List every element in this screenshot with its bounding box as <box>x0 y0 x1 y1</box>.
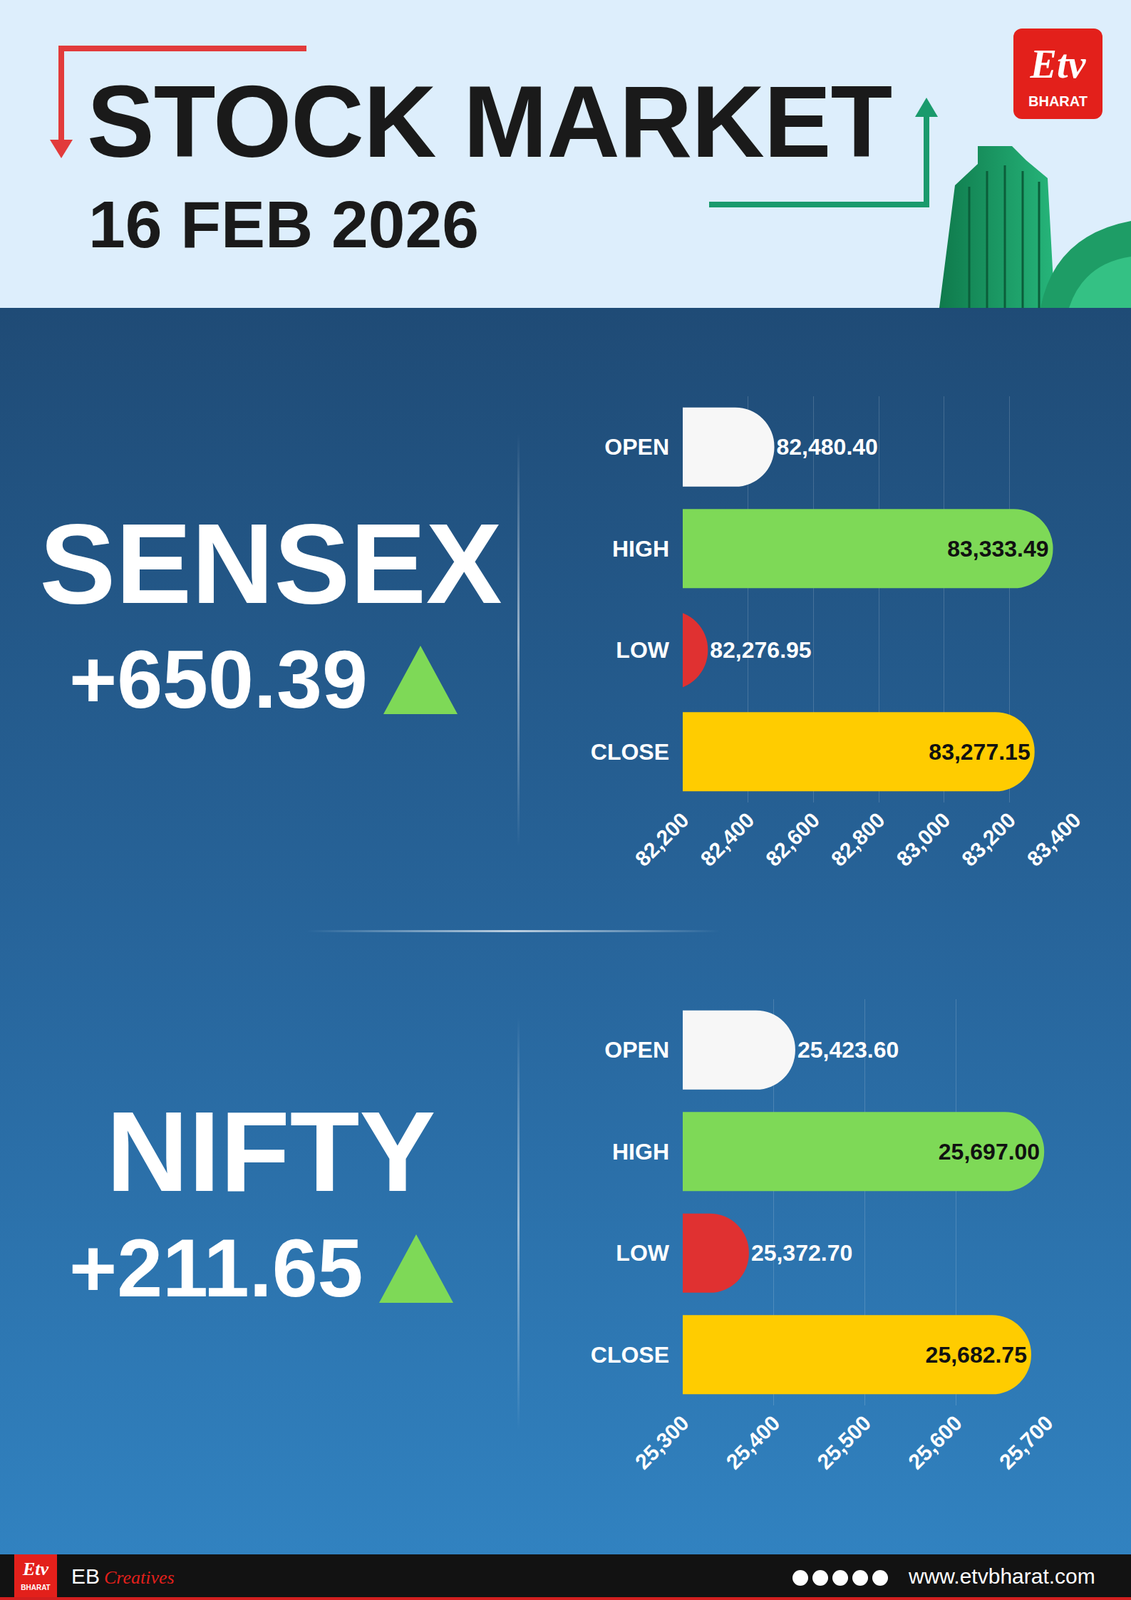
html-text:STOCK MARKET: STOCK MARKET <box>86 64 892 179</box>
svg-text:25,500: 25,500 <box>812 1411 876 1474</box>
svg-text:25,372.70: 25,372.70 <box>751 1240 853 1266</box>
svg-text:82,276.95: 82,276.95 <box>709 637 812 663</box>
svg-text:83,333.49: 83,333.49 <box>947 535 1049 562</box>
svg-text:25,600: 25,600 <box>903 1411 967 1474</box>
svg-text:OPEN: OPEN <box>604 1036 670 1063</box>
svg-text:OPEN: OPEN <box>604 434 670 460</box>
svg-text:HIGH: HIGH <box>612 1138 670 1165</box>
svg-text:HIGH: HIGH <box>612 535 670 562</box>
html-text:Etv: Etv <box>1030 42 1086 87</box>
svg-text:82,480.40: 82,480.40 <box>776 434 879 460</box>
svg-text:83,200: 83,200 <box>957 808 1020 871</box>
svg-text:LOW: LOW <box>615 1240 670 1266</box>
html-text:NIFTY: NIFTY <box>106 1087 436 1216</box>
svg-text:82,800: 82,800 <box>826 808 890 871</box>
svg-text:82,400: 82,400 <box>695 808 759 871</box>
svg-text:25,423.60: 25,423.60 <box>797 1036 899 1063</box>
html-text:+211.65: +211.65 <box>69 1222 364 1314</box>
svg-text:25,400: 25,400 <box>721 1411 784 1474</box>
html-text:+650.39: +650.39 <box>69 633 368 725</box>
svg-text:25,682.75: 25,682.75 <box>925 1341 1027 1368</box>
html-text:Etv: Etv <box>22 1558 49 1580</box>
svg-text:83,000: 83,000 <box>891 808 955 871</box>
html-text:BHARAT: BHARAT <box>20 1583 51 1592</box>
svg-text:CLOSE: CLOSE <box>590 1341 670 1368</box>
svg-text:82,200: 82,200 <box>630 808 694 871</box>
html-text:BHARAT: BHARAT <box>1028 93 1088 110</box>
svg-text:25,697.00: 25,697.00 <box>938 1138 1040 1165</box>
html-text:SENSEX: SENSEX <box>39 499 503 628</box>
html-text:EB Creatives: EB Creatives <box>71 1564 175 1588</box>
svg-text:CLOSE: CLOSE <box>590 739 670 765</box>
html-text:www.etvbharat.com: www.etvbharat.com <box>908 1564 1096 1588</box>
svg-text:83,277.15: 83,277.15 <box>928 739 1030 765</box>
svg-text:83,400: 83,400 <box>1022 808 1086 871</box>
svg-text:25,700: 25,700 <box>994 1411 1058 1474</box>
html-text:16 FEB 2026: 16 FEB 2026 <box>88 187 479 262</box>
svg-text:25,300: 25,300 <box>630 1411 694 1474</box>
svg-text:82,600: 82,600 <box>761 808 824 871</box>
svg-text:LOW: LOW <box>615 637 670 663</box>
